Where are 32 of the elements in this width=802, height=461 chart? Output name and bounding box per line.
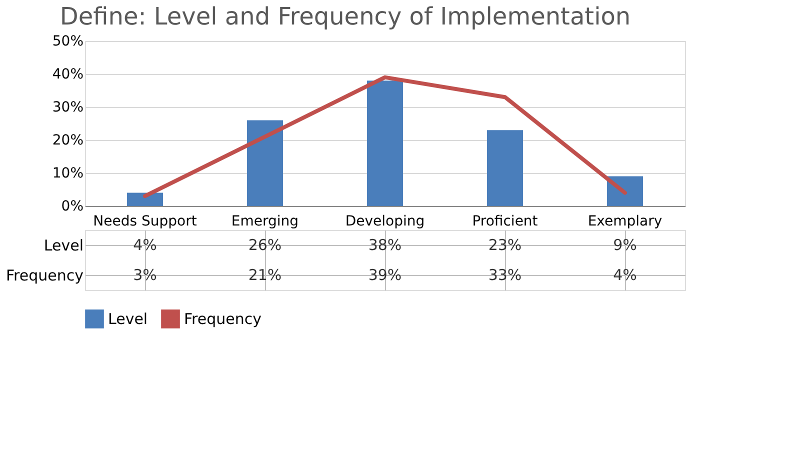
bar — [127, 192, 163, 206]
x-tick-label: Emerging — [231, 214, 299, 230]
bar — [487, 130, 523, 206]
y-tick-label: 20% — [52, 132, 84, 148]
data-label: 3% — [133, 266, 157, 284]
y-tick-label: 50% — [52, 34, 84, 50]
chart-title: Define: Level and Frequency of Implementation — [60, 2, 631, 30]
data-label: 4% — [133, 236, 157, 254]
data-label: 9% — [613, 236, 637, 254]
data-label: 21% — [248, 266, 282, 284]
bar — [367, 80, 403, 206]
data-label: 39% — [368, 266, 402, 284]
bar — [607, 176, 643, 206]
text: Frequency — [6, 266, 84, 284]
legend-label: Level — [108, 310, 148, 328]
x-tick-label: Needs Support — [93, 214, 198, 230]
y-tick-label: 10% — [52, 166, 84, 182]
bar — [247, 120, 283, 206]
x-tick-label: Developing — [345, 214, 425, 230]
legend-label: Frequency — [184, 310, 262, 328]
data-label: 23% — [488, 236, 522, 254]
y-tick-label: 40% — [52, 66, 84, 82]
data-label: 26% — [248, 236, 282, 254]
data-label: 4% — [613, 266, 637, 284]
y-tick-label: 30% — [52, 100, 84, 116]
x-tick-label: Exemplary — [588, 214, 662, 230]
data-label: 33% — [488, 266, 522, 284]
text: Level — [44, 236, 84, 254]
x-tick-label: Proficient — [472, 214, 538, 230]
data-label: 38% — [368, 236, 402, 254]
y-tick-label: 0% — [61, 198, 84, 214]
line-series — [143, 75, 627, 198]
